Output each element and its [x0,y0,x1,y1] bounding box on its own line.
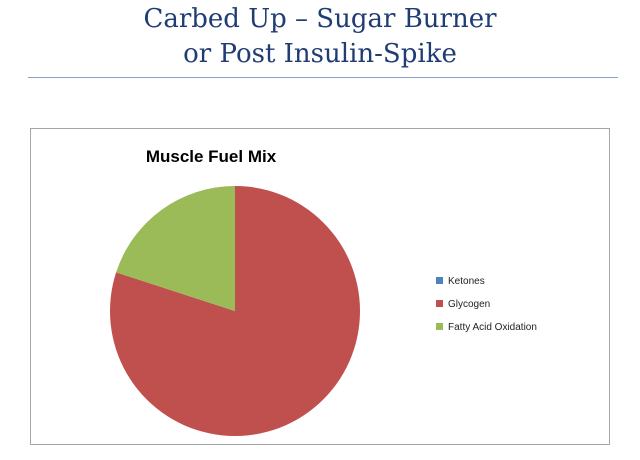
legend-label-glycogen: Glycogen [448,299,490,310]
pie-slice-glycogen [110,186,361,437]
legend-swatch-glycogen [436,300,443,307]
slide-title-line-2: or Post Insulin-Spike [183,39,457,69]
slide-title-line-1: Carbed Up – Sugar Burner [143,4,497,34]
legend-swatch-fatty-acid-oxidation [436,323,443,330]
legend-label-fatty-acid-oxidation: Fatty Acid Oxidation [448,322,537,333]
legend-item-glycogen: Glycogen [436,299,490,310]
legend-label-ketones: Ketones [448,276,485,287]
chart-frame: Muscle Fuel Mix Ketones Glycogen Fatty Aci… [30,128,610,445]
legend-item-fatty-acid-oxidation: Fatty Acid Oxidation [436,322,537,333]
title-divider [28,77,618,78]
chart-legend: Ketones Glycogen Fatty Acid Oxidation [436,276,537,333]
legend-item-ketones: Ketones [436,276,485,287]
chart-title: Muscle Fuel Mix [146,147,277,166]
pie-chart: Muscle Fuel Mix Ketones Glycogen Fatty Aci… [110,147,537,437]
slide-title: Carbed Up – Sugar Burner or Post Insulin… [0,2,640,72]
pie-slice-fatty-acid-oxidation [116,186,235,311]
pie-slices [110,186,361,437]
legend-swatch-ketones [436,277,443,284]
